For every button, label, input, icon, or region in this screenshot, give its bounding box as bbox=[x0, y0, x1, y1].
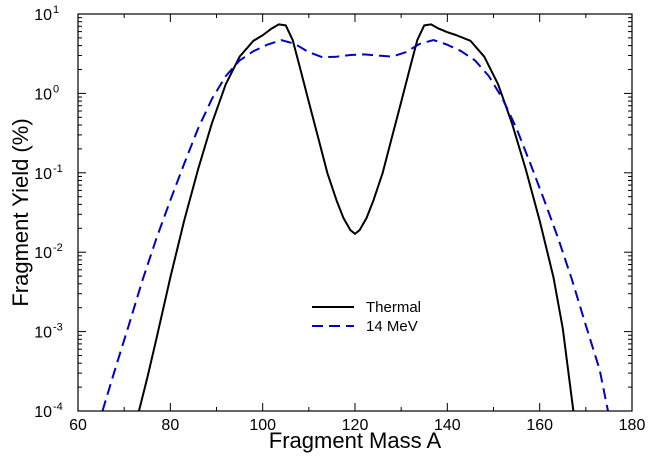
x-tick-label: 180 bbox=[619, 417, 646, 434]
y-tick-exponent: -4 bbox=[53, 401, 63, 413]
axis-ticks bbox=[77, 13, 633, 412]
legend-label-14-mev: 14 MeV bbox=[366, 318, 418, 335]
x-tick-label: 100 bbox=[249, 417, 276, 434]
y-tick-label: 10 bbox=[34, 325, 52, 342]
y-tick-exponent: -3 bbox=[53, 322, 63, 334]
x-tick-label: 120 bbox=[342, 417, 369, 434]
y-tick-exponent: -2 bbox=[53, 242, 63, 254]
y-tick-exponent: 0 bbox=[53, 83, 59, 95]
y-tick-exponent: -1 bbox=[53, 163, 63, 175]
legend: Thermal 14 MeV bbox=[312, 299, 421, 335]
series-curves bbox=[101, 23, 609, 411]
y-tick-label: 10 bbox=[34, 245, 52, 262]
y-tick-label: 10 bbox=[34, 404, 52, 421]
x-axis-title: Fragment Mass A bbox=[269, 428, 442, 453]
x-tick-label: 80 bbox=[161, 417, 179, 434]
y-tick-label: 10 bbox=[34, 166, 52, 183]
x-tick-label: 140 bbox=[434, 417, 461, 434]
series-thermal-line bbox=[137, 23, 575, 411]
series-14-mev-line bbox=[101, 39, 609, 411]
legend-label-thermal: Thermal bbox=[366, 299, 421, 316]
y-tick-label: 10 bbox=[34, 7, 52, 24]
y-tick-label: 10 bbox=[34, 86, 52, 103]
x-tick-label: 60 bbox=[69, 417, 87, 434]
y-tick-exponent: 1 bbox=[53, 4, 59, 16]
y-axis-title: Fragment Yield (%) bbox=[8, 118, 33, 306]
x-tick-label: 160 bbox=[526, 417, 553, 434]
